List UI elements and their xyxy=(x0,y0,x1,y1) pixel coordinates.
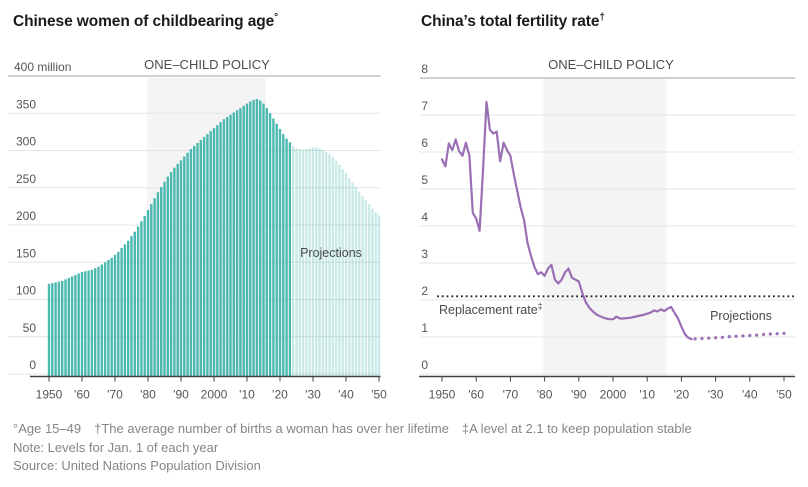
fertility-line xyxy=(440,100,693,341)
svg-text:8: 8 xyxy=(421,62,428,76)
fertility-projection-dots xyxy=(693,331,786,341)
svg-text:5: 5 xyxy=(421,173,428,187)
left-bars-actual xyxy=(47,99,292,377)
svg-text:2000: 2000 xyxy=(600,388,627,402)
svg-text:2000: 2000 xyxy=(201,388,228,402)
svg-text:3: 3 xyxy=(421,247,428,261)
right-x-axis xyxy=(419,375,795,382)
svg-text:'30: '30 xyxy=(708,388,724,402)
projections-label-left: Projections xyxy=(300,246,362,260)
left-y-axis-labels: 0 50 100 150 200 250 300 350 400 million xyxy=(14,60,71,372)
svg-text:'20: '20 xyxy=(272,388,288,402)
svg-text:300: 300 xyxy=(16,135,36,149)
projections-label-right: Projections xyxy=(710,309,772,323)
left-x-axis xyxy=(30,375,381,382)
svg-text:100: 100 xyxy=(16,284,36,298)
one-child-policy-label-right: ONE–CHILD POLICY xyxy=(548,57,674,72)
svg-text:'60: '60 xyxy=(468,388,484,402)
svg-text:400 million: 400 million xyxy=(14,60,71,74)
right-policy-shade xyxy=(543,79,667,377)
svg-text:'40: '40 xyxy=(742,388,758,402)
right-chart-title-marker: † xyxy=(599,12,605,23)
footnote-source: Source: United Nations Population Divisi… xyxy=(13,458,261,473)
svg-text:250: 250 xyxy=(16,172,36,186)
replacement-rate-label: Replacement rate‡ xyxy=(439,301,543,317)
right-chart-title-text: China’s total fertility rate xyxy=(421,13,600,31)
svg-text:'20: '20 xyxy=(674,388,690,402)
svg-text:150: 150 xyxy=(16,246,36,260)
right-gridlines xyxy=(420,77,795,375)
replacement-rate-label-text: Replacement rate xyxy=(439,303,538,318)
footnote-age: °Age 15–49 xyxy=(13,421,82,436)
svg-text:'30: '30 xyxy=(305,388,321,402)
svg-text:'90: '90 xyxy=(173,388,189,402)
svg-text:6: 6 xyxy=(421,136,428,150)
footnote-fertility: †The average number of births a woman ha… xyxy=(94,421,449,436)
svg-text:7: 7 xyxy=(421,99,428,113)
svg-text:0: 0 xyxy=(29,358,36,372)
svg-text:1: 1 xyxy=(421,321,428,335)
svg-text:'50: '50 xyxy=(371,388,387,402)
replacement-rate-label-marker: ‡ xyxy=(537,301,543,311)
svg-text:'70: '70 xyxy=(503,388,519,402)
svg-text:'80: '80 xyxy=(537,388,553,402)
svg-text:50: 50 xyxy=(23,321,37,335)
svg-text:1950: 1950 xyxy=(429,388,456,402)
left-bars-projection xyxy=(292,146,381,377)
right-x-axis-labels: 1950 '60 '70 '80 '90 2000 '10 '20 '30 '40 '50 xyxy=(429,388,792,402)
svg-text:350: 350 xyxy=(16,97,36,111)
left-x-axis-labels: 1950 '60 '70 '80 '90 2000 '10 '20 '30 '40 '50 xyxy=(36,388,387,402)
footnotes: °Age 15–49 †The average number of births … xyxy=(13,420,705,476)
left-chart-title-text: Chinese women of childbearing age xyxy=(13,13,275,31)
svg-text:'90: '90 xyxy=(571,388,587,402)
left-chart-title: Chinese women of childbearing age° xyxy=(13,12,278,31)
svg-text:'60: '60 xyxy=(74,388,90,402)
svg-text:2: 2 xyxy=(421,284,428,298)
svg-text:0: 0 xyxy=(421,358,428,372)
right-chart-title: China’s total fertility rate† xyxy=(421,12,605,31)
right-y-axis-labels: 0 1 2 3 4 5 6 7 8 xyxy=(421,62,428,372)
one-child-policy-label-left: ONE–CHILD POLICY xyxy=(144,57,270,72)
svg-text:'50: '50 xyxy=(776,388,792,402)
footnote-definitions: °Age 15–49 †The average number of births … xyxy=(13,420,705,439)
svg-text:'70: '70 xyxy=(107,388,123,402)
footnote-replacement: ‡A level at 2.1 to keep population stabl… xyxy=(461,421,692,436)
left-chart-title-marker: ° xyxy=(274,12,279,23)
svg-text:4: 4 xyxy=(421,210,428,224)
footnote-note: Note: Levels for Jan. 1 of each year xyxy=(13,439,219,455)
svg-text:1950: 1950 xyxy=(36,388,63,402)
svg-text:'10: '10 xyxy=(239,388,255,402)
svg-text:'80: '80 xyxy=(140,388,156,402)
svg-text:'40: '40 xyxy=(338,388,354,402)
svg-text:'10: '10 xyxy=(639,388,655,402)
svg-text:200: 200 xyxy=(16,209,36,223)
